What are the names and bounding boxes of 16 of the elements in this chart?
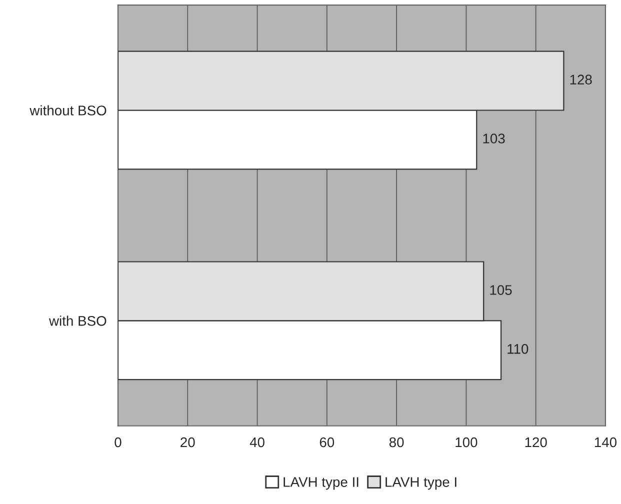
data-label: 103 <box>483 134 505 144</box>
x-tick-label: 100 <box>456 437 478 448</box>
data-label: 110 <box>508 344 528 354</box>
x-tick-label: 120 <box>525 437 547 448</box>
x-tick-label: 60 <box>320 437 334 448</box>
x-tick-label: 140 <box>594 437 617 448</box>
legend-label: LAVH type II <box>284 477 358 490</box>
y-tick-label: with BSO <box>48 316 106 326</box>
x-tick-label: 80 <box>389 437 404 448</box>
data-label: 128 <box>570 74 592 85</box>
legend-label: LAVH type I <box>386 477 456 490</box>
y-tick-label: without BSO <box>30 105 106 116</box>
x-tick-label: 20 <box>180 437 195 448</box>
data-label: 105 <box>490 285 512 295</box>
x-tick-label: 40 <box>250 437 264 448</box>
x-tick-label: 0 <box>114 437 122 448</box>
